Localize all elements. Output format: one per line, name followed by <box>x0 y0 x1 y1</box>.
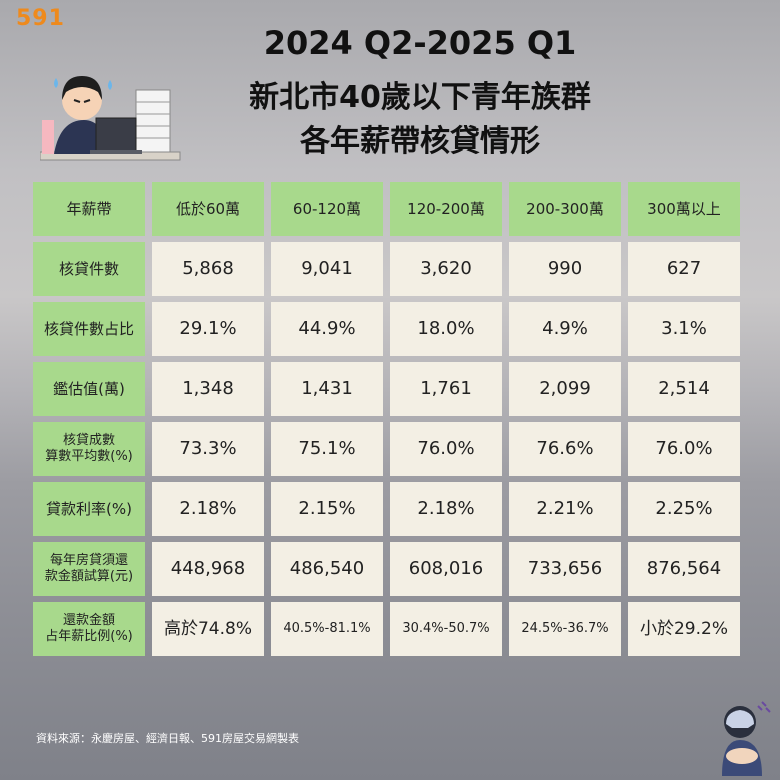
row-label-interest-rate: 貸款利率(%) <box>33 482 145 536</box>
table-cell: 30.4%-50.7% <box>390 602 502 656</box>
table-cell: 73.3% <box>152 422 264 476</box>
table-cell: 高於74.8% <box>152 602 264 656</box>
row-label-ltv: 核貸成數 算數平均數(%) <box>33 422 145 476</box>
table-cell: 2.21% <box>509 482 621 536</box>
row-label-appraisal: 鑑估值(萬) <box>33 362 145 416</box>
table-cell: 733,656 <box>509 542 621 596</box>
table-cell: 2.25% <box>628 482 740 536</box>
table-cell: 3.1% <box>628 302 740 356</box>
table-cell: 小於29.2% <box>628 602 740 656</box>
table-cell: 627 <box>628 242 740 296</box>
table-cell: 486,540 <box>271 542 383 596</box>
title-line-3: 各年薪帶核貸情形 <box>300 124 540 159</box>
loan-table: 年薪帶 低於60萬 60-120萬 120-200萬 200-300萬 300萬… <box>33 182 740 656</box>
table-cell: 1,431 <box>271 362 383 416</box>
table-cell: 1,761 <box>390 362 502 416</box>
header-col-1: 低於60萬 <box>152 182 264 236</box>
table-cell: 76.6% <box>509 422 621 476</box>
table-cell: 2,514 <box>628 362 740 416</box>
table-cell: 44.9% <box>271 302 383 356</box>
stressed-worker-illustration <box>40 76 181 161</box>
table-cell: 40.5%-81.1% <box>271 602 383 656</box>
table-cell: 608,016 <box>390 542 502 596</box>
table-cell: 1,348 <box>152 362 264 416</box>
row-label-loan-share: 核貸件數占比 <box>33 302 145 356</box>
row-label-repayment-ratio: 還款金額 占年薪比例(%) <box>33 602 145 656</box>
table-cell: 5,868 <box>152 242 264 296</box>
sad-person-illustration <box>722 701 771 776</box>
brand-logo: 591 <box>16 6 65 31</box>
table-cell: 2.15% <box>271 482 383 536</box>
title-line-2: 新北市40歲以下青年族群 <box>249 80 591 115</box>
header-salary-band: 年薪帶 <box>33 182 145 236</box>
table-cell: 29.1% <box>152 302 264 356</box>
table-cell: 448,968 <box>152 542 264 596</box>
table-cell: 876,564 <box>628 542 740 596</box>
table-cell: 2.18% <box>152 482 264 536</box>
row-label-loan-count: 核貸件數 <box>33 242 145 296</box>
table-cell: 4.9% <box>509 302 621 356</box>
row-label-annual-repayment: 每年房貸須還 款金額試算(元) <box>33 542 145 596</box>
table-cell: 9,041 <box>271 242 383 296</box>
table-cell: 75.1% <box>271 422 383 476</box>
table-cell: 76.0% <box>628 422 740 476</box>
header-col-5: 300萬以上 <box>628 182 740 236</box>
table-cell: 24.5%-36.7% <box>509 602 621 656</box>
table-cell: 990 <box>509 242 621 296</box>
source-note: 資料來源：永慶房屋、經濟日報、591房屋交易網製表 <box>36 732 299 745</box>
header-col-3: 120-200萬 <box>390 182 502 236</box>
table-cell: 2.18% <box>390 482 502 536</box>
header-col-2: 60-120萬 <box>271 182 383 236</box>
table-cell: 76.0% <box>390 422 502 476</box>
table-cell: 3,620 <box>390 242 502 296</box>
table-cell: 2,099 <box>509 362 621 416</box>
title-line-1: 2024 Q2-2025 Q1 <box>263 24 577 62</box>
table-cell: 18.0% <box>390 302 502 356</box>
header-col-4: 200-300萬 <box>509 182 621 236</box>
